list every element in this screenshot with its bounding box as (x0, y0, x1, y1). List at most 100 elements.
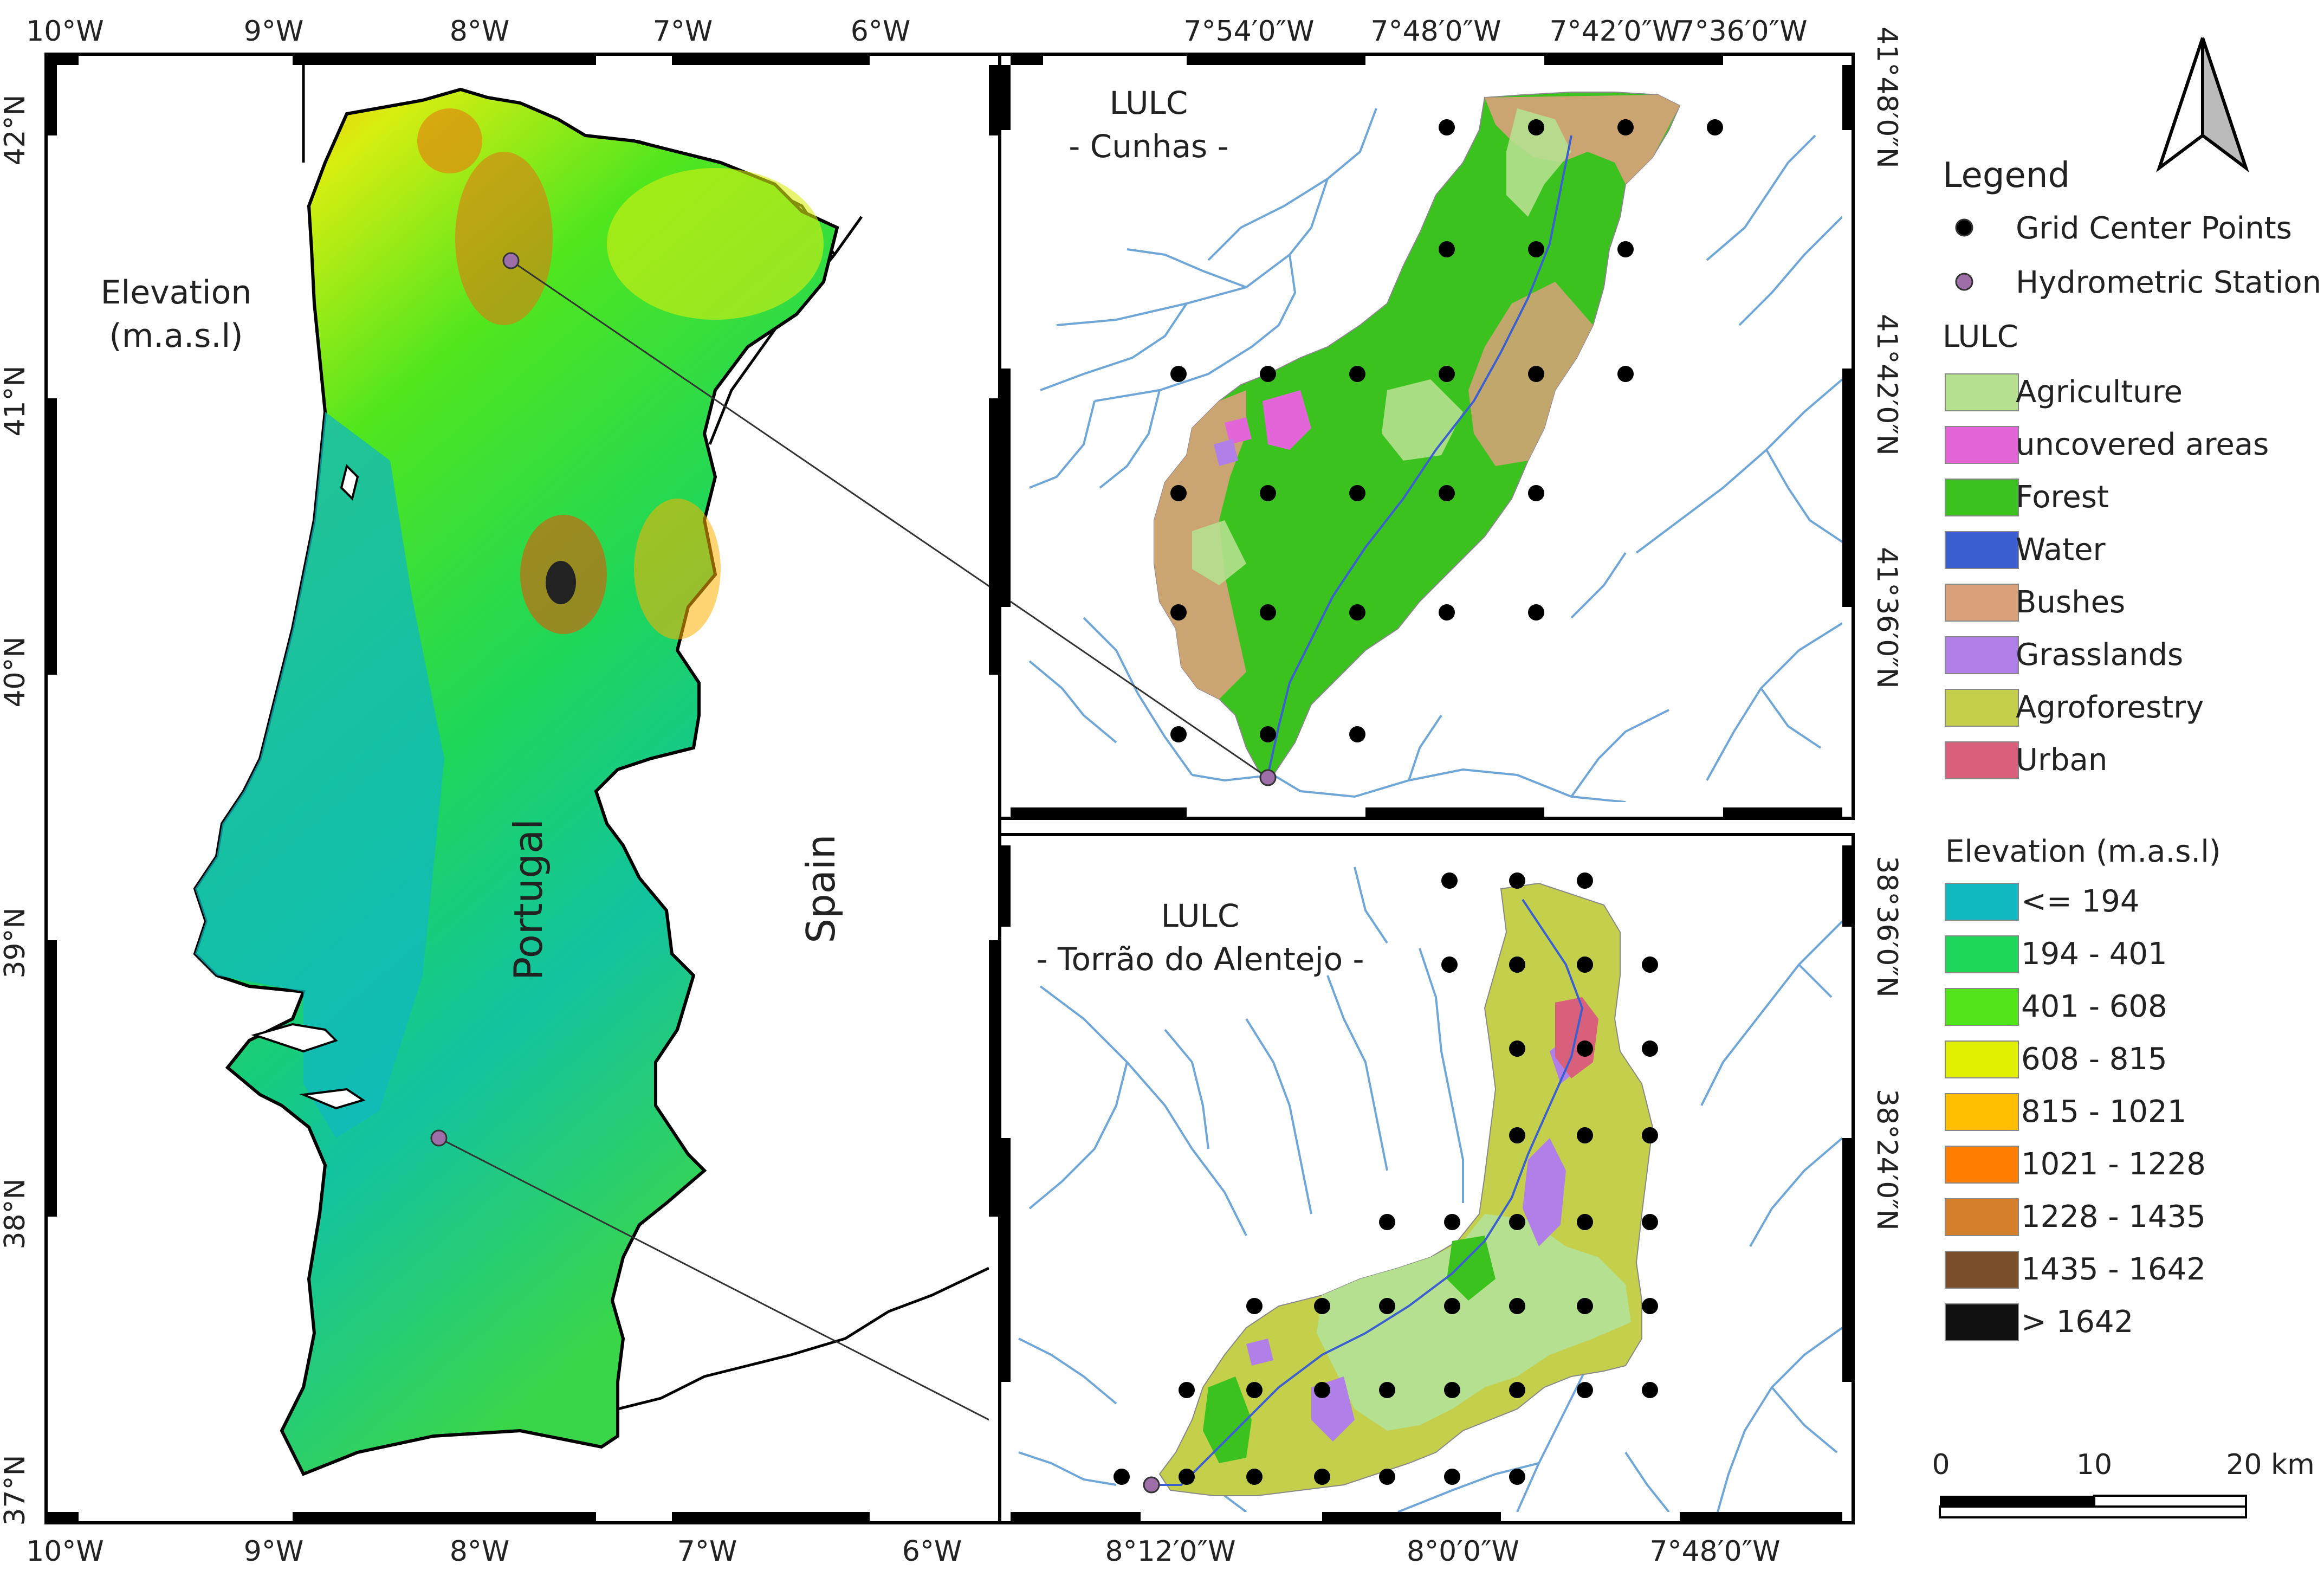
elevation-label: 1435 - 1642 (2021, 1252, 2206, 1287)
lulc-swatch (1945, 531, 2019, 569)
lulc-swatch (1945, 584, 2019, 622)
grid-center-point (1509, 956, 1525, 973)
grid-center-point (1260, 726, 1276, 742)
lulc-label: Bushes (2016, 585, 2125, 620)
grid-center-point (1509, 1214, 1525, 1230)
grid-center-point (1577, 1214, 1593, 1230)
grid-center-point (1707, 119, 1723, 135)
cunhas-agriculture-patches (1192, 108, 1571, 585)
left-map-panel: Elevation (m.a.s.l) Portugal Spain 10°W 9… (0, 15, 1001, 1568)
left-lon-label-top: 8°W (450, 15, 510, 48)
cunhas-lon-label: 7°42′0″W (1550, 15, 1680, 48)
cunhas-lat-labels: 41°48′0″N 41°42′0″N 41°36′0″N (1870, 27, 1903, 689)
grid-center-point (1577, 1127, 1593, 1143)
grid-center-point (1509, 872, 1525, 889)
elevation-swatch (1945, 1251, 2019, 1289)
left-lon-label-bottom: 7°W (677, 1535, 737, 1568)
torrao-lat-labels: 38°36′0″N 38°24′0″N (1870, 856, 1903, 1231)
torrao-lat-label: 38°24′0″N (1870, 1089, 1903, 1231)
grid-center-point (1577, 1382, 1593, 1398)
legend-point-label: Grid Center Points (2016, 211, 2292, 246)
grid-center-point (1170, 485, 1187, 501)
grid-center-point (1509, 1040, 1525, 1057)
grid-center-point (1642, 1382, 1658, 1398)
left-lat-label: 40°N (0, 636, 31, 707)
left-lon-label-top: 10°W (26, 15, 104, 48)
coastal-lowland (195, 412, 444, 1138)
grid-center-point (1170, 726, 1187, 742)
grid-center-point (1577, 1298, 1593, 1314)
torrao-grid-center-points (1114, 872, 1658, 1485)
left-lon-label-top: 9°W (244, 15, 304, 48)
grid-center-point (1528, 241, 1544, 257)
left-lon-label-bottom: 10°W (26, 1535, 104, 1568)
left-lon-label-bottom: 9°W (244, 1535, 304, 1568)
elevation-label: 815 - 1021 (2021, 1094, 2186, 1129)
east-plateau (634, 499, 721, 639)
grid-center-point (1439, 119, 1455, 135)
torrao-forest-patch-center (1447, 1236, 1496, 1301)
left-lat-labels: 42°N 41°N 40°N 39°N 38°N 37°N (0, 94, 31, 1526)
scale-label-0: 0 (1932, 1449, 1950, 1481)
cunhas-title-line2: - Cunhas - (1069, 128, 1228, 165)
lulc-label: uncovered areas (2016, 427, 2269, 462)
hydrometric-station-symbol (1955, 273, 1973, 291)
left-lat-label: 38°N (0, 1178, 31, 1249)
lulc-swatch (1945, 426, 2019, 464)
lulc-label: Forest (2016, 480, 2109, 515)
connector-line-cunhas (510, 260, 989, 587)
legend-lulc-title: LULC (1943, 319, 2018, 354)
grid-center-point (1314, 1298, 1330, 1314)
grid-center-point (1617, 366, 1634, 382)
grid-center-point (1528, 604, 1544, 621)
grid-center-point (1509, 1298, 1525, 1314)
grid-center-point (1179, 1382, 1195, 1398)
grid-center-point (1528, 119, 1544, 135)
grid-center-point (1577, 956, 1593, 973)
scale-bar: 0 10 20 km (1932, 1449, 2315, 1518)
torrao-urban-area (1555, 997, 1598, 1078)
country-label-portugal: Portugal (506, 819, 551, 980)
torrao-graticule-bars (1000, 845, 1853, 1523)
grid-center-point (1246, 1382, 1263, 1398)
left-lon-labels-top: 10°W 9°W 8°W 7°W 6°W (26, 15, 910, 48)
grid-center-point (1314, 1382, 1330, 1398)
grid-center-point (1439, 485, 1455, 501)
torrao-lat-label: 38°36′0″N (1870, 856, 1903, 998)
cunhas-grassland-patch (1214, 439, 1238, 466)
legend-elevation-title: Elevation (m.a.s.l) (1945, 834, 2221, 869)
country-label-spain: Spain (798, 834, 844, 943)
left-lon-labels-bottom: 10°W 9°W 8°W 7°W 6°W (26, 1535, 962, 1568)
elevation-label: 608 - 815 (2021, 1042, 2167, 1077)
lulc-label: Urban (2016, 742, 2107, 778)
elevation-label: > 1642 (2021, 1304, 2133, 1340)
torrao-map-panel: LULC - Torrão do Alentejo - 8°12′0″W 8°0′… (998, 833, 1903, 1568)
grid-center-point (1439, 366, 1455, 382)
cunhas-grid-center-points (1170, 119, 1723, 742)
grid-center-point (1617, 119, 1634, 135)
legend-elevation-entries: <= 194 194 - 401 401 - 608 608 - 815 815 - 1… (1945, 883, 2206, 1341)
north-arrow-icon (2156, 37, 2249, 173)
grid-center-point (1260, 366, 1276, 382)
grid-center-point (1246, 1469, 1263, 1485)
lulc-swatch (1945, 741, 2019, 779)
cunhas-uncovered-areas (1225, 390, 1311, 450)
grid-center-point (1509, 1382, 1525, 1398)
grid-center-point (1642, 1214, 1658, 1230)
left-lat-label: 37°N (0, 1455, 31, 1526)
cunhas-lon-label: 7°48′0″W (1371, 15, 1501, 48)
elevation-swatch (1945, 1040, 2019, 1078)
grid-center-point (1528, 366, 1544, 382)
torrao-title-line2: - Torrão do Alentejo - (1037, 941, 1364, 978)
cunhas-main-river (1267, 135, 1572, 775)
elevation-swatch (1945, 883, 2019, 921)
grid-center-point (1246, 1298, 1263, 1314)
grid-center-point (1642, 956, 1658, 973)
scale-label-10: 10 (2076, 1449, 2112, 1481)
cunhas-lat-label: 41°48′0″N (1870, 27, 1903, 169)
grid-center-point (1441, 872, 1458, 889)
elevation-label: 194 - 401 (2021, 936, 2167, 972)
elevation-title-line1: Elevation (101, 274, 252, 312)
grid-center-point (1642, 1127, 1658, 1143)
